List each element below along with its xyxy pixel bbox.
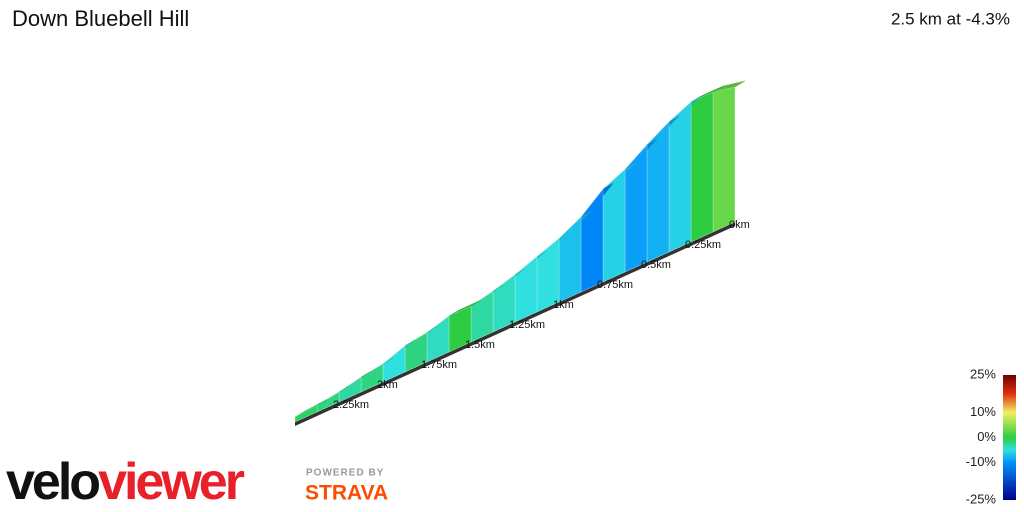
- gradient-segment: [602, 168, 626, 283]
- legend-tick-label: -25%: [966, 491, 997, 506]
- legend-tick-label: 10%: [970, 404, 996, 419]
- logo: veloviewer: [6, 453, 245, 511]
- strava: STRAVA: [305, 482, 388, 505]
- distance-label: 1.5km: [465, 339, 495, 351]
- legend-tick-label: 25%: [970, 366, 996, 381]
- distance-label: 0.25km: [685, 239, 721, 251]
- distance-label: 1.75km: [421, 359, 457, 371]
- distance-label: 1.25km: [509, 319, 545, 331]
- distance-label: 0km: [729, 219, 750, 231]
- distance-label: 2.25km: [333, 399, 369, 411]
- colorbar: [1003, 375, 1016, 500]
- base: [295, 222, 735, 426]
- gradient-segment: [712, 86, 736, 233]
- gradient-segment: [514, 255, 538, 323]
- legend-tick-label: -10%: [966, 454, 997, 469]
- distance-label: 1km: [553, 299, 574, 311]
- distance-label: 0.5km: [641, 259, 671, 271]
- gradient-segment: [668, 101, 692, 253]
- gradient-segment: [690, 91, 714, 243]
- powered-by: POWERED BY: [306, 468, 384, 479]
- gradient-segment: [294, 404, 318, 423]
- gradient-segment: [624, 144, 648, 273]
- gradient-segment: [558, 216, 582, 303]
- legend-tick-label: 0%: [977, 429, 996, 444]
- title: Down Bluebell Hill: [12, 6, 189, 31]
- summary: 2.5 km at -4.3%: [891, 9, 1010, 28]
- gradient-segment: [580, 188, 604, 293]
- distance-label: 2km: [377, 379, 398, 391]
- distance-label: 0.75km: [597, 279, 633, 291]
